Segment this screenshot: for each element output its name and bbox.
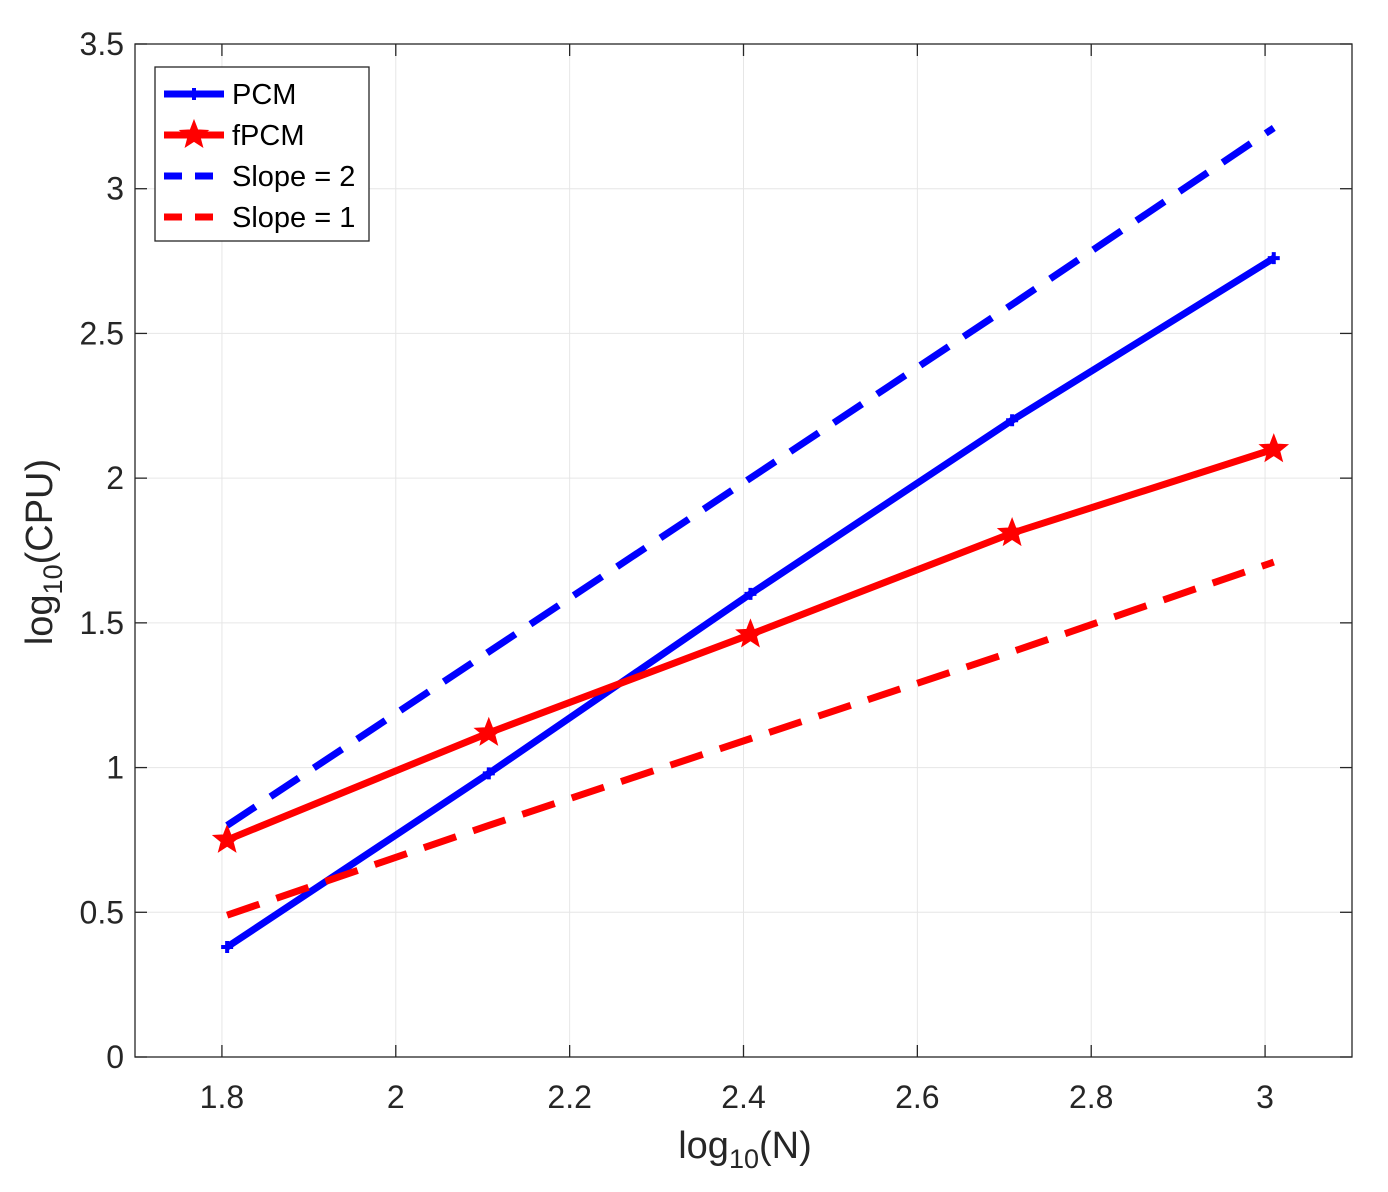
x-axis-label-base: log [678,1125,729,1167]
series-slope-2 [225,125,1276,829]
x-tick-label: 2.6 [895,1079,939,1115]
series-slope-1 [226,558,1275,919]
data-point-fpcm [473,716,505,746]
legend-label-slope-2: Slope = 2 [232,161,355,193]
data-point-fpcm [996,517,1028,547]
x-axis-label-subscript: 10 [729,1144,759,1174]
series-line-slope-1 [226,558,1275,919]
x-axis-label-argument: (N) [759,1125,812,1167]
legend-label-slope-1: Slope = 1 [232,202,355,234]
y-tick-label: 0.5 [80,894,124,930]
x-tick-label: 2.4 [721,1079,765,1115]
x-axis-label: log10(N) [678,1125,812,1174]
x-tick-label: 3 [1256,1079,1274,1115]
data-point-pcm [1006,414,1019,427]
legend-entry-fpcm: fPCM [164,118,305,152]
legend-marker-pcm [188,88,200,100]
legend-marker-fpcm [178,118,210,149]
y-tick-label: 1 [106,750,124,786]
legend-entry-pcm: PCM [164,79,296,111]
y-tick-labels: 0 0.5 1 1.5 2 2.5 3 3.5 [80,26,124,1075]
series-fpcm [211,433,1290,853]
ticks [135,43,1352,1058]
x-tick-label: 2.2 [547,1079,591,1115]
data-point-fpcm [211,823,243,853]
data-point-fpcm [1258,433,1290,463]
x-tick-label: 2.8 [1069,1079,1113,1115]
x-tick-label: 2 [387,1079,405,1115]
series-pcm [221,252,1280,954]
y-tick-label: 1.5 [80,605,124,641]
series-line-slope-2 [225,125,1276,829]
x-tick-labels: 1.8 2 2.2 2.4 2.6 2.8 3 [200,1079,1274,1115]
legend-label-fpcm: fPCM [232,120,305,152]
y-axis-label: log10(CPU) [19,459,68,645]
legend-entry-slope-1: Slope = 1 [164,202,355,234]
y-axis-label-subscript: 10 [38,564,68,594]
y-tick-label: 0 [106,1039,124,1075]
series-layer [211,125,1290,954]
data-point-pcm [221,941,234,954]
legend-label-pcm: PCM [232,79,296,111]
legend-entry-slope-2: Slope = 2 [164,161,355,193]
data-point-pcm [744,587,757,600]
y-tick-label: 2 [106,460,124,496]
x-tick-label: 1.8 [200,1079,244,1115]
data-point-pcm [1267,252,1280,265]
y-tick-label: 3.5 [80,26,124,62]
y-tick-label: 3 [106,171,124,207]
y-axis-label-base: log [19,594,61,645]
legend: PCM fPCM Slope = 2 Slope = 1 [154,66,370,242]
y-tick-label: 2.5 [80,315,124,351]
data-point-pcm [482,767,495,780]
data-point-fpcm [735,618,766,648]
y-axis-label-argument: (CPU) [19,459,61,565]
